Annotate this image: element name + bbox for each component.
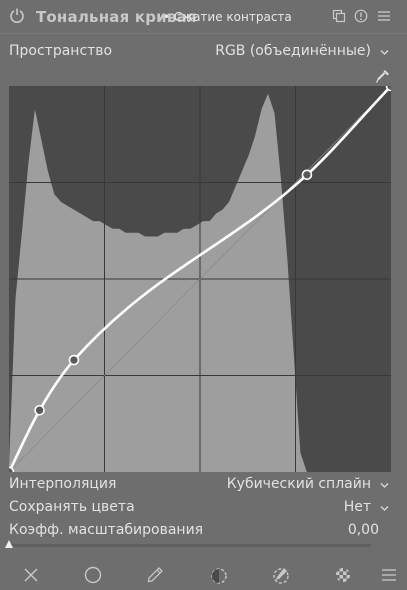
- close-icon[interactable]: [22, 566, 40, 584]
- color-space-label: Пространство: [9, 43, 113, 59]
- interpolation-value[interactable]: Кубический сплайн: [226, 476, 371, 492]
- chevron-down-icon[interactable]: [380, 481, 389, 490]
- preserve-colors-value[interactable]: Нет: [343, 499, 371, 515]
- scale-factor-value[interactable]: 0,00: [347, 522, 379, 538]
- chevron-down-icon[interactable]: [380, 504, 389, 513]
- curve-node[interactable]: [9, 466, 15, 473]
- mask-toolbar: [0, 560, 407, 590]
- curve-node[interactable]: [301, 169, 313, 181]
- scale-factor-label: Коэфф. масштабирования: [9, 522, 204, 538]
- curve-node[interactable]: [34, 404, 45, 416]
- menu-icon[interactable]: [377, 9, 391, 23]
- reset-icon[interactable]: [354, 9, 368, 23]
- identity-diagonal: [9, 86, 391, 472]
- circle-icon[interactable]: [84, 566, 102, 584]
- preserve-colors-selector[interactable]: Сохранять цвета Нет: [9, 497, 399, 519]
- interpolation-selector[interactable]: Интерполяция Кубический сплайн: [9, 474, 399, 496]
- presets-icon[interactable]: [332, 9, 346, 23]
- curve-node[interactable]: [385, 86, 392, 92]
- power-icon[interactable]: [9, 7, 25, 23]
- scale-factor-slider[interactable]: Коэфф. масштабирования 0,00: [9, 520, 399, 542]
- parametric-mask-icon[interactable]: [272, 566, 290, 584]
- chevron-down-icon[interactable]: [380, 48, 389, 57]
- module-header: Тональная кривая • Сжатие контраста: [0, 0, 407, 34]
- module-title: Тональная кривая: [36, 8, 197, 26]
- color-space-selector[interactable]: Пространство RGB (объединённые): [9, 41, 399, 63]
- module-label[interactable]: • Сжатие контраста: [163, 10, 292, 24]
- preserve-colors-label: Сохранять цвета: [9, 499, 135, 515]
- scale-factor-handle[interactable]: [5, 540, 13, 548]
- drawn-mask-icon[interactable]: [210, 566, 228, 584]
- color-picker-icon[interactable]: [374, 67, 392, 85]
- curve-nodes[interactable]: [9, 86, 391, 472]
- curve-node[interactable]: [68, 354, 80, 366]
- color-space-value[interactable]: RGB (объединённые): [215, 43, 371, 59]
- raster-mask-icon[interactable]: [334, 566, 352, 584]
- scale-factor-track[interactable]: [9, 544, 371, 547]
- pencil-icon[interactable]: [146, 566, 164, 584]
- tone-curve[interactable]: [9, 86, 391, 472]
- interpolation-label: Интерполяция: [9, 476, 117, 492]
- curve-graph[interactable]: [9, 86, 391, 472]
- menu-icon[interactable]: [380, 566, 398, 584]
